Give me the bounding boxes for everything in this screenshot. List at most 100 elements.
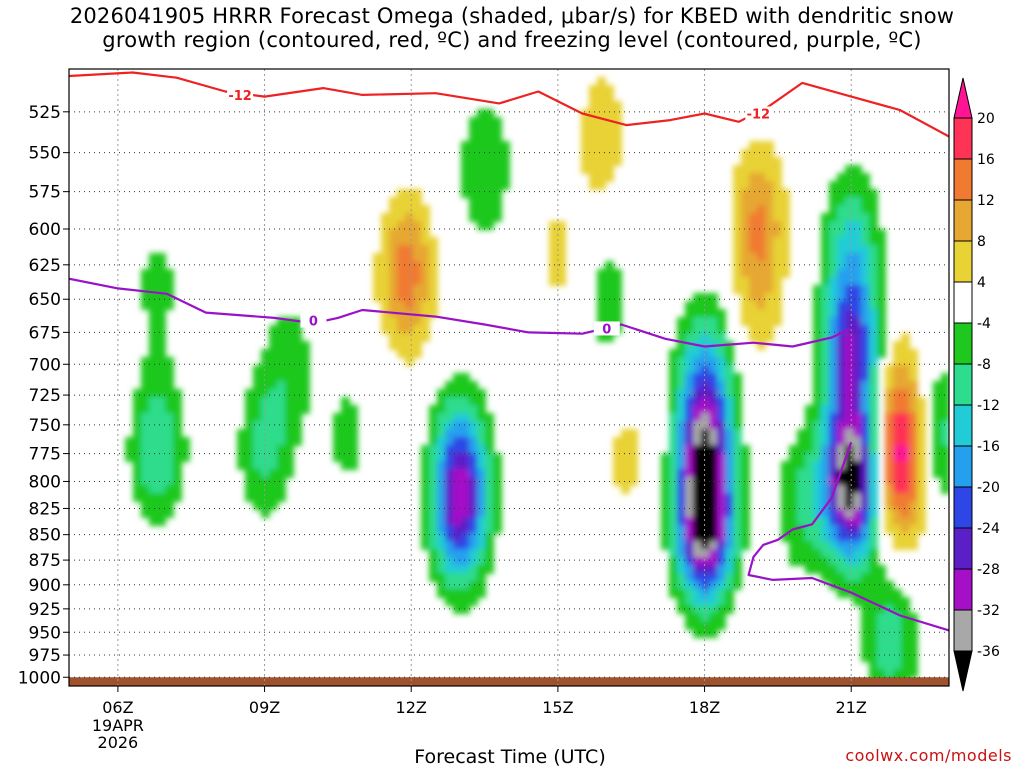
omega-cell (349, 421, 358, 430)
omega-cell (285, 365, 294, 374)
omega-cell (933, 453, 942, 462)
omega-cell (901, 653, 910, 662)
omega-cell (709, 541, 718, 550)
omega-cell (869, 349, 878, 358)
omega-cell (717, 565, 726, 574)
omega-cell (429, 485, 438, 494)
omega-cell (661, 509, 670, 518)
omega-cell (629, 469, 638, 478)
omega-cell (261, 397, 270, 406)
omega-cell (421, 501, 430, 510)
omega-cell (861, 445, 870, 454)
omega-cell (797, 533, 806, 542)
omega-cell (893, 541, 902, 550)
omega-cell (373, 277, 382, 286)
omega-cell (397, 205, 406, 214)
omega-cell (445, 437, 454, 446)
omega-cell (901, 629, 910, 638)
omega-cell (757, 141, 766, 150)
omega-cell (757, 229, 766, 238)
omega-cell (821, 253, 830, 262)
omega-cell (277, 461, 286, 470)
omega-cell (845, 573, 854, 582)
omega-cell (909, 373, 918, 382)
omega-cell (149, 381, 158, 390)
omega-cell (717, 557, 726, 566)
omega-cell (781, 517, 790, 526)
omega-cell (277, 373, 286, 382)
omega-cell (389, 261, 398, 270)
omega-cell (677, 533, 686, 542)
omega-cell (821, 229, 830, 238)
omega-cell (685, 349, 694, 358)
omega-cell (669, 573, 678, 582)
omega-cell (829, 549, 838, 558)
omega-cell (829, 309, 838, 318)
omega-cell (669, 381, 678, 390)
omega-cell (421, 253, 430, 262)
omega-cell (901, 421, 910, 430)
omega-cell (709, 365, 718, 374)
omega-cell (277, 365, 286, 374)
omega-cell (749, 141, 758, 150)
omega-cell (341, 421, 350, 430)
omega-cell (237, 453, 246, 462)
omega-cell (685, 533, 694, 542)
omega-cell (701, 453, 710, 462)
omega-cell (149, 429, 158, 438)
omega-cell (389, 277, 398, 286)
omega-cell (829, 317, 838, 326)
omega-cell (901, 397, 910, 406)
omega-cell (717, 549, 726, 558)
omega-cell (469, 525, 478, 534)
omega-cell (789, 477, 798, 486)
omega-cell (797, 525, 806, 534)
omega-cell (269, 485, 278, 494)
omega-cell (493, 213, 502, 222)
omega-cell (901, 437, 910, 446)
omega-cell (597, 333, 606, 342)
omega-cell (445, 533, 454, 542)
omega-cell (909, 653, 918, 662)
omega-cell (813, 365, 822, 374)
omega-cell (157, 373, 166, 382)
colorbar-bin (953, 158, 973, 201)
omega-cell (349, 453, 358, 462)
omega-cell (813, 341, 822, 350)
omega-cell (589, 149, 598, 158)
omega-cell (845, 525, 854, 534)
omega-cell (349, 405, 358, 414)
omega-cell (749, 317, 758, 326)
omega-cell (877, 669, 886, 678)
omega-cell (917, 413, 926, 422)
omega-cell (933, 405, 942, 414)
omega-cell (853, 269, 862, 278)
omega-cell (477, 509, 486, 518)
omega-cell (381, 325, 390, 334)
omega-cell (725, 373, 734, 382)
omega-cell (869, 453, 878, 462)
omega-cell (381, 293, 390, 302)
omega-cell (701, 437, 710, 446)
omega-cell (693, 445, 702, 454)
omega-cell (837, 509, 846, 518)
omega-cell (333, 445, 342, 454)
omega-cell (741, 237, 750, 246)
omega-cell (421, 469, 430, 478)
y-tick-label: 825 (29, 499, 61, 519)
credit-link[interactable]: coolwx.com/models (845, 746, 1012, 765)
omega-cell (733, 277, 742, 286)
omega-cell (901, 621, 910, 630)
omega-cell (693, 613, 702, 622)
omega-cell (701, 365, 710, 374)
omega-cell (821, 325, 830, 334)
omega-cell (749, 181, 758, 190)
omega-cell (821, 397, 830, 406)
omega-cell (733, 501, 742, 510)
omega-cell (749, 245, 758, 254)
omega-cell (445, 573, 454, 582)
omega-cell (725, 581, 734, 590)
omega-cell (613, 157, 622, 166)
omega-cell (397, 293, 406, 302)
omega-cell (429, 309, 438, 318)
